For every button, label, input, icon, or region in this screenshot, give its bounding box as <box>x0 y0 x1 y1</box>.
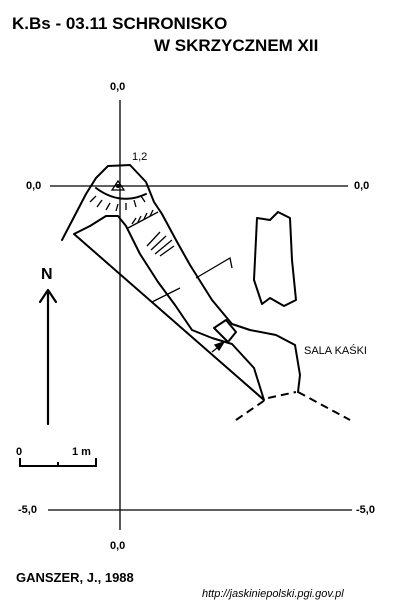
hatch-tick <box>133 199 137 208</box>
pointer-arrowhead <box>213 340 226 352</box>
hatch-tick <box>127 211 159 229</box>
scale-one-meter-label: 1 m <box>72 446 91 458</box>
hatch-tick <box>140 195 146 203</box>
map-title-line2: W SKRZYCZNEM XII <box>154 36 319 55</box>
cave-passage-outline <box>61 164 301 401</box>
grid-label-left-minus5: -5,0 <box>18 504 37 516</box>
chamber-label: SALA KAŚKI <box>304 345 367 357</box>
hatch-tick <box>137 215 142 223</box>
source-url[interactable]: http://jaskiniepolski.pgi.gov.pl <box>202 588 344 600</box>
north-label: N <box>41 266 53 283</box>
author-credit: GANSZER, J., 1988 <box>16 570 134 585</box>
debris-hatch <box>150 235 167 251</box>
hatch-tick <box>149 209 154 217</box>
grid-label-top: 0,0 <box>110 81 126 93</box>
rock-block <box>213 319 237 343</box>
side-chamber-outline <box>253 211 297 307</box>
cross-section-marker-upper <box>195 256 233 279</box>
hatch-tick <box>96 199 103 208</box>
hatch-tick <box>143 212 148 220</box>
debris-hatch <box>146 231 161 247</box>
north-arrow-head <box>38 288 58 304</box>
hatch-tick <box>131 217 137 225</box>
hatch-tick <box>115 203 119 212</box>
map-title-line1: K.Bs - 03.11 SCHRONISKO <box>12 14 228 33</box>
station-height-label: 1,2 <box>132 151 148 163</box>
survey-station-triangle <box>110 179 126 191</box>
unexplored-continuation-right <box>297 391 351 421</box>
hatch-tick <box>89 195 97 203</box>
hatch-tick <box>105 202 111 211</box>
debris-hatch <box>154 239 173 255</box>
scale-zero-label: 0 <box>16 446 23 458</box>
grid-label-left-zero: 0,0 <box>26 180 42 192</box>
unexplored-continuation-left <box>235 391 297 421</box>
grid-label-right-minus5: -5,0 <box>356 504 375 516</box>
entrance-lip <box>95 187 147 200</box>
survey-station-point <box>115 183 121 189</box>
grid-label-right-zero: 0,0 <box>354 180 370 192</box>
cross-section-marker-lower <box>151 287 181 303</box>
debris-hatch <box>159 245 175 257</box>
grid-label-bottom: 0,0 <box>110 540 126 552</box>
